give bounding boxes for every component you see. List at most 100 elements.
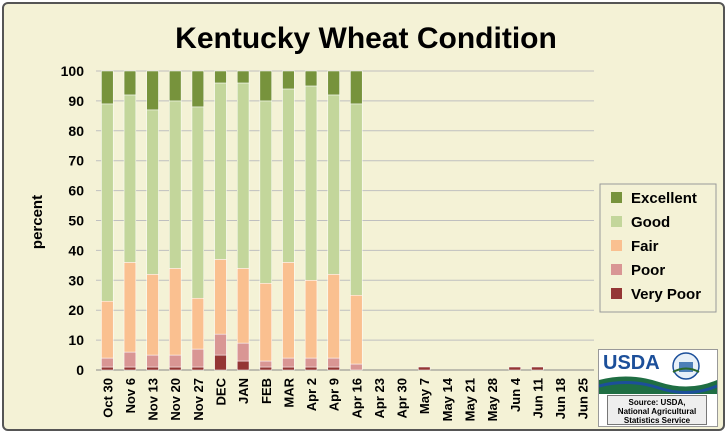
bar-segment-very-poor bbox=[101, 366, 114, 371]
y-tick-label: 20 bbox=[68, 302, 84, 318]
bar-segment-poor bbox=[169, 354, 182, 368]
bar-segment-fair bbox=[237, 268, 250, 344]
y-tick-label: 80 bbox=[68, 123, 84, 139]
bar-segment-very-poor bbox=[418, 366, 431, 371]
bar-segment-fair bbox=[169, 268, 182, 356]
bar-segment-good bbox=[146, 109, 159, 275]
x-tick-label: May 14 bbox=[440, 377, 455, 421]
bar-segment-excellent bbox=[282, 70, 295, 90]
bar-segment-fair bbox=[214, 259, 227, 335]
x-tick-label: Apr 30 bbox=[395, 378, 410, 418]
usda-logo-text: USDA bbox=[603, 352, 660, 374]
bar-segment-good bbox=[259, 100, 272, 284]
chart-canvas: Kentucky Wheat Condition 0 10 20 30 40 50 60 70… bbox=[29, 22, 717, 421]
legend-label: Very Poor bbox=[631, 286, 701, 303]
x-tick-label: Jun 4 bbox=[508, 377, 523, 412]
bar-segment-fair bbox=[259, 283, 272, 362]
bar-segment-very-poor bbox=[508, 366, 521, 371]
bar-segment-very-poor bbox=[259, 366, 272, 371]
legend-label: Excellent bbox=[631, 190, 697, 207]
legend-swatch bbox=[611, 288, 622, 299]
bar-segment-good bbox=[101, 103, 114, 302]
x-tick-label: May 21 bbox=[463, 378, 478, 421]
x-tick-label: Nov 13 bbox=[146, 378, 161, 421]
bar-segment-very-poor bbox=[304, 366, 318, 371]
bar-segment-good bbox=[169, 100, 182, 269]
bar-segment-good bbox=[237, 82, 250, 269]
x-tick-label: Nov 6 bbox=[123, 378, 138, 413]
bar-segment-excellent bbox=[237, 70, 250, 84]
bar-segment-fair bbox=[327, 274, 340, 359]
bar-segment-poor bbox=[282, 357, 295, 368]
bar-segment-good bbox=[304, 85, 318, 281]
bar-segment-fair bbox=[191, 297, 204, 350]
bar-segment-poor bbox=[101, 357, 114, 368]
usda-logo-waves-icon bbox=[599, 376, 717, 394]
agriculture-counts-emblem-icon bbox=[672, 352, 700, 380]
bar-segment-good bbox=[350, 103, 363, 296]
bar-segment-good bbox=[282, 88, 295, 263]
x-tick-label: May 7 bbox=[417, 378, 432, 414]
bar-segment-very-poor bbox=[237, 360, 250, 371]
x-tick-label: Nov 27 bbox=[191, 378, 206, 421]
x-tick-label: Oct 30 bbox=[100, 378, 115, 418]
bar-segment-very-poor bbox=[282, 366, 295, 371]
bar-segment-excellent bbox=[123, 70, 137, 96]
legend-label: Fair bbox=[631, 238, 659, 255]
bar-segment-fair bbox=[146, 274, 159, 356]
bar-segment-excellent bbox=[350, 70, 363, 105]
x-tick-label: Apr 16 bbox=[349, 378, 364, 418]
x-tick-label: Jun 25 bbox=[576, 378, 591, 419]
y-tick-label: 60 bbox=[68, 183, 84, 199]
usda-nass-logo: USDA Source: USDA, National Agricultural… bbox=[598, 349, 718, 427]
bar-segment-very-poor bbox=[327, 366, 340, 371]
legend-swatch bbox=[611, 240, 622, 251]
bar-segment-good bbox=[214, 82, 227, 260]
legend-label: Good bbox=[631, 214, 670, 231]
y-axis-label: percent bbox=[29, 195, 46, 249]
bar-segment-good bbox=[191, 106, 204, 299]
bar-segment-excellent bbox=[304, 70, 318, 87]
bar-segment-good bbox=[123, 94, 137, 263]
bar-segment-very-poor bbox=[531, 366, 544, 371]
bar-segment-fair bbox=[304, 280, 318, 359]
y-tick-labels: 0 10 20 30 40 50 60 70 80 90 100 bbox=[61, 63, 85, 378]
bar-segment-fair bbox=[282, 262, 295, 359]
bar-segment-excellent bbox=[169, 70, 182, 102]
source-line-2: National Agricultural bbox=[617, 407, 697, 416]
bar-segment-poor bbox=[304, 357, 318, 368]
x-tick-label: Apr 2 bbox=[304, 378, 319, 411]
bar-segment-poor bbox=[327, 357, 340, 368]
bar-segment-very-poor bbox=[169, 366, 182, 371]
x-tick-label: FEB bbox=[259, 378, 274, 404]
legend-swatch bbox=[611, 192, 622, 203]
x-tick-label: May 28 bbox=[485, 378, 500, 421]
bars bbox=[101, 70, 544, 371]
legend-label: Poor bbox=[631, 262, 665, 279]
bar-segment-excellent bbox=[146, 70, 159, 111]
source-note: Source: USDA, National Agricultural Stat… bbox=[607, 395, 707, 425]
bar-segment-poor bbox=[259, 360, 272, 368]
bar-segment-excellent bbox=[327, 70, 340, 96]
legend-swatch bbox=[611, 216, 622, 227]
x-tick-label: Jun 18 bbox=[553, 378, 568, 419]
bar-segment-very-poor bbox=[191, 366, 204, 371]
bar-segment-excellent bbox=[191, 70, 204, 108]
x-tick-labels: Oct 30 Nov 6 Nov 13 Nov 20 Nov 27 DEC JAN FEB MA… bbox=[100, 377, 590, 421]
bar-segment-poor bbox=[191, 348, 204, 368]
source-line-3: Statistics Service bbox=[623, 416, 691, 425]
legend-swatch bbox=[611, 264, 622, 275]
x-tick-label: DEC bbox=[214, 377, 229, 405]
x-tick-label: MAR bbox=[281, 377, 296, 407]
x-tick-label: Apr 23 bbox=[372, 378, 387, 418]
y-tick-label: 70 bbox=[68, 153, 84, 169]
bar-segment-excellent bbox=[259, 70, 272, 102]
bar-segment-poor bbox=[214, 333, 227, 356]
x-tick-label: Apr 9 bbox=[327, 378, 342, 411]
bar-segment-very-poor bbox=[146, 366, 159, 371]
chart-title: Kentucky Wheat Condition bbox=[175, 22, 557, 55]
y-tick-label: 10 bbox=[68, 332, 84, 348]
source-line-1: Source: USDA, bbox=[628, 398, 686, 407]
bar-segment-fair bbox=[350, 295, 363, 365]
